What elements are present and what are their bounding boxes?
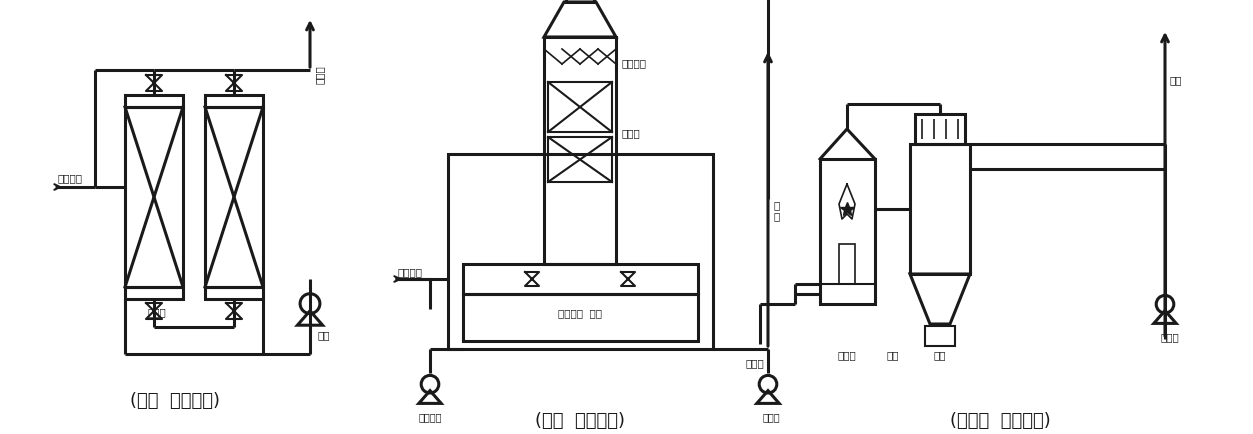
Text: 배출원: 배출원: [315, 65, 325, 84]
Bar: [205, 96, 263, 108]
Text: 발생원: 발생원: [746, 357, 764, 367]
Text: 블로아: 블로아: [762, 411, 779, 421]
Bar: [566, 0, 594, 3]
Text: 펌프: 펌프: [318, 329, 331, 339]
Bar: [925, 326, 955, 346]
Text: 흡수부: 흡수부: [621, 128, 640, 138]
Bar: [464, 294, 698, 341]
Bar: [125, 96, 183, 108]
Bar: [205, 108, 263, 287]
Text: 필터: 필터: [933, 349, 946, 359]
Text: 배
출: 배 출: [773, 200, 779, 221]
Text: 순환펌프: 순환펌프: [419, 411, 442, 421]
Text: 인소기: 인소기: [837, 349, 856, 359]
Bar: [544, 38, 616, 264]
Bar: [840, 244, 855, 284]
Bar: [464, 264, 698, 294]
Bar: [205, 287, 263, 299]
Text: (건식  처리방법): (건식 처리방법): [130, 391, 221, 409]
Text: 독성가스: 독성가스: [398, 266, 424, 276]
Bar: [819, 160, 875, 304]
Bar: [548, 138, 611, 183]
Bar: [910, 145, 970, 274]
Text: 송풍기: 송풍기: [1160, 331, 1179, 341]
Bar: [548, 83, 611, 133]
Text: 독성가스: 독성가스: [56, 173, 81, 183]
Bar: [125, 287, 183, 299]
Text: (연소식  처리방법): (연소식 처리방법): [950, 411, 1050, 429]
Text: (습식  처리방법): (습식 처리방법): [535, 411, 625, 429]
Text: 스프레이: 스프레이: [621, 58, 647, 68]
Text: 대기: 대기: [1170, 75, 1183, 85]
Bar: [125, 108, 183, 287]
Text: 공기: 공기: [887, 349, 900, 359]
Text: 중화화학  탱크: 중화화학 탱크: [558, 307, 601, 317]
Bar: [449, 155, 713, 349]
Bar: [915, 115, 965, 145]
Text: 흡착탑: 흡착탑: [148, 306, 167, 316]
